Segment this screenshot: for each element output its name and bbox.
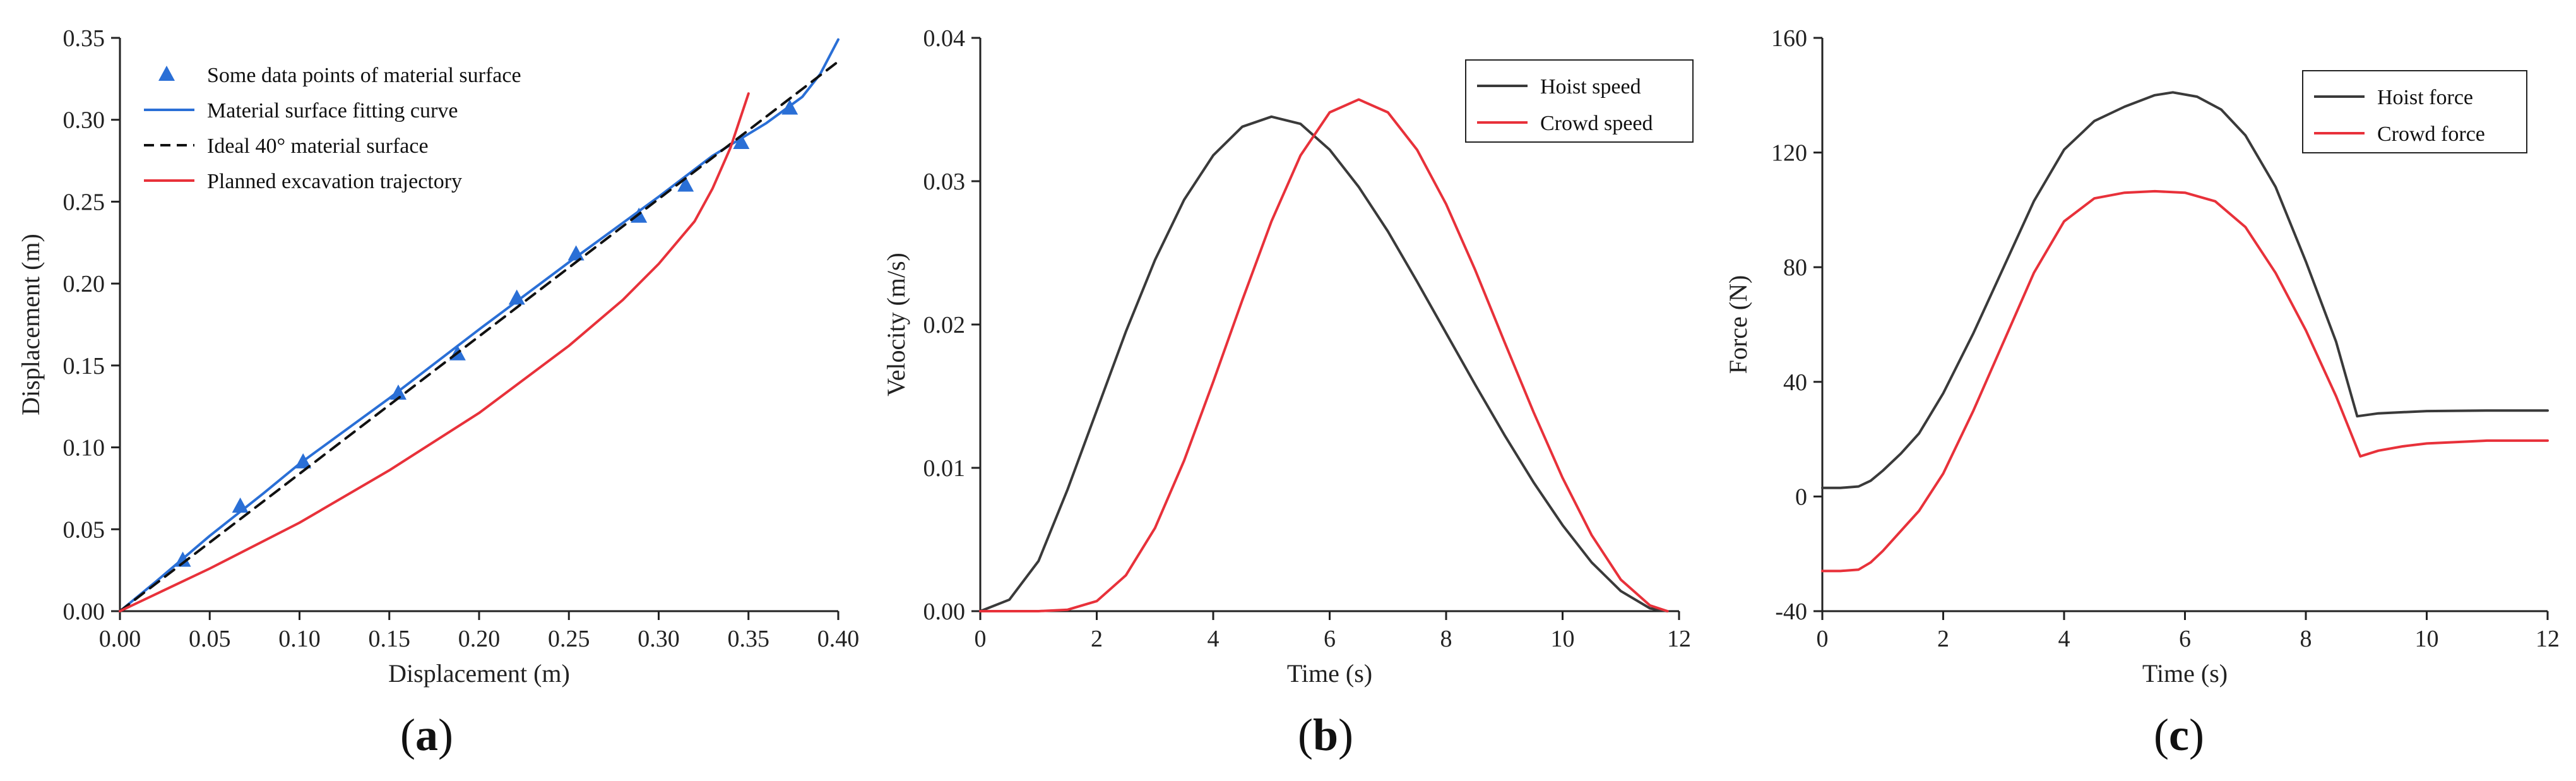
y-tick-label: 0.30 bbox=[63, 107, 105, 134]
panel-label-close: ) bbox=[2189, 710, 2204, 760]
x-axis-title: Displacement (m) bbox=[388, 659, 570, 688]
x-tick-label: 0 bbox=[1817, 626, 1829, 652]
y-axis-title: Displacement (m) bbox=[16, 234, 45, 415]
x-tick-label: 10 bbox=[2415, 626, 2439, 652]
panel-label-open: ( bbox=[2154, 710, 2169, 760]
x-tick-label: 8 bbox=[1440, 626, 1452, 652]
x-tick-label: 0.05 bbox=[189, 626, 231, 652]
panel-label: (b) bbox=[1298, 710, 1353, 760]
panel-label-open: ( bbox=[400, 710, 415, 760]
axis-frame bbox=[119, 38, 838, 612]
legend-label: Crowd force bbox=[2377, 122, 2485, 146]
x-tick-label: 8 bbox=[2300, 626, 2312, 652]
panel-label-letter: c bbox=[2169, 710, 2189, 760]
y-tick-label: 0.10 bbox=[63, 435, 105, 462]
panel-label-letter: a bbox=[415, 710, 438, 760]
y-tick-label: 120 bbox=[1771, 140, 1807, 167]
chart-panel-b: 0 2 4 6 8 10 12 0.00 0.01 0.02 0.03 0.04 Time (s) Vel… bbox=[882, 25, 1694, 760]
y-tick-label: 0 bbox=[1795, 484, 1807, 510]
x-tick-label: 0 bbox=[975, 626, 987, 652]
panel-label-letter: b bbox=[1313, 710, 1338, 760]
legend-box bbox=[2302, 70, 2527, 153]
x-tick-label: 0.00 bbox=[99, 626, 141, 652]
data-point-marker bbox=[733, 134, 750, 150]
legend-label: Ideal 40° material surface bbox=[207, 134, 429, 158]
x-tick-label: 0.30 bbox=[638, 626, 680, 652]
legend-box bbox=[1465, 59, 1694, 143]
series-line-1 bbox=[979, 98, 1669, 612]
legend-label: Crowd speed bbox=[1540, 112, 1653, 135]
y-tick-label: -40 bbox=[1775, 599, 1807, 625]
y-tick-label: 0.02 bbox=[923, 312, 966, 338]
y-tick-label: 0.20 bbox=[63, 271, 105, 297]
series-line-1 bbox=[1821, 189, 2549, 573]
x-axis-title: Time (s) bbox=[1287, 659, 1372, 688]
x-tick-label: 12 bbox=[1667, 626, 1691, 652]
data-point-marker bbox=[567, 245, 585, 261]
x-tick-label: 0.20 bbox=[458, 626, 501, 652]
x-tick-label: 2 bbox=[1937, 626, 1949, 652]
y-axis-title: Force (N) bbox=[1724, 275, 1752, 374]
y-tick-label: 0.03 bbox=[923, 169, 966, 195]
data-point-marker bbox=[677, 176, 694, 192]
x-tick-label: 6 bbox=[1324, 626, 1336, 652]
x-tick-label: 10 bbox=[1551, 626, 1575, 652]
legend-label: Planned excavation trajectory bbox=[207, 170, 462, 193]
legend-label: Hoist force bbox=[2377, 86, 2473, 109]
x-tick-label: 6 bbox=[2179, 626, 2191, 652]
data-point-marker bbox=[508, 289, 525, 305]
y-tick-label: 0.35 bbox=[63, 25, 105, 52]
y-tick-label: 0.00 bbox=[63, 599, 105, 625]
series-line-3 bbox=[119, 92, 750, 612]
y-tick-label: 0.04 bbox=[923, 25, 966, 52]
series-line-2 bbox=[119, 60, 840, 612]
chart-panel-a: 0.00 0.05 0.10 0.15 0.20 0.25 0.30 0.35 0.40 0.00… bbox=[16, 25, 859, 760]
legend-label: Some data points of material surface bbox=[207, 64, 521, 87]
legend: Hoist speed Crowd speed bbox=[1465, 59, 1694, 143]
y-tick-label: 80 bbox=[1783, 254, 1807, 281]
legend-marker bbox=[158, 66, 175, 81]
legend-label: Material surface fitting curve bbox=[207, 99, 458, 122]
y-tick-label: 0.05 bbox=[63, 516, 105, 543]
x-tick-label: 0.15 bbox=[369, 626, 411, 652]
legend: Hoist force Crowd force bbox=[2302, 70, 2527, 153]
x-tick-label: 2 bbox=[1091, 626, 1103, 652]
y-tick-label: 0.01 bbox=[923, 455, 966, 482]
y-tick-label: 160 bbox=[1771, 25, 1807, 52]
y-tick-label: 40 bbox=[1783, 369, 1807, 396]
legend-label: Hoist speed bbox=[1540, 75, 1641, 98]
x-tick-label: 0.35 bbox=[728, 626, 770, 652]
y-tick-label: 0.25 bbox=[63, 189, 105, 215]
panel-label-close: ) bbox=[1338, 710, 1353, 760]
y-axis-title: Velocity (m/s) bbox=[882, 253, 910, 396]
panel-label-open: ( bbox=[1298, 710, 1313, 760]
x-tick-label: 12 bbox=[2536, 626, 2560, 652]
series-line-0 bbox=[1821, 91, 2549, 489]
legend: Some data points of material surface Mate… bbox=[144, 64, 521, 193]
series-line-0 bbox=[979, 115, 1669, 612]
series-line-1 bbox=[119, 38, 840, 612]
chart-panel-c: 0 2 4 6 8 10 12 -40 0 40 80 120 160 Time (s) Force (N)… bbox=[1724, 25, 2560, 760]
x-tick-label: 4 bbox=[2058, 626, 2070, 652]
y-tick-label: 0.15 bbox=[63, 353, 105, 379]
y-tick-label: 0.00 bbox=[923, 599, 966, 625]
x-tick-label: 4 bbox=[1208, 626, 1220, 652]
x-tick-label: 0.10 bbox=[278, 626, 321, 652]
x-tick-label: 0.25 bbox=[548, 626, 590, 652]
x-axis-title: Time (s) bbox=[2142, 659, 2228, 688]
panel-label: (c) bbox=[2154, 710, 2204, 760]
panel-label-close: ) bbox=[438, 710, 453, 760]
panel-label: (a) bbox=[400, 710, 453, 760]
x-tick-label: 0.40 bbox=[817, 626, 860, 652]
